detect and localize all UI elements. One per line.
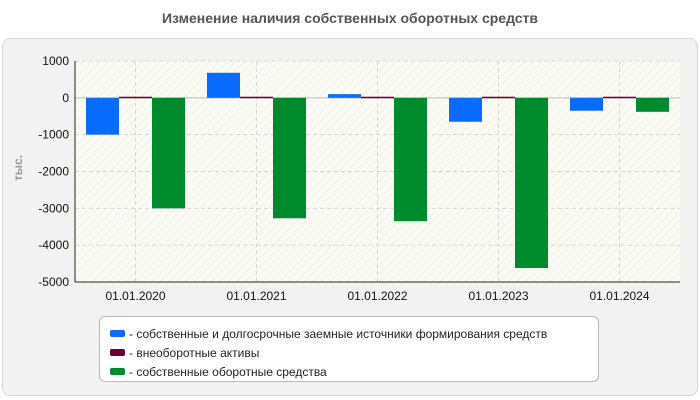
bar-series-2	[240, 96, 273, 99]
bar-series-1	[328, 94, 361, 98]
y-tick-label: -5000	[38, 275, 69, 289]
bar-series-1	[207, 72, 240, 98]
legend-swatch-sources	[110, 330, 125, 337]
bar-series-3	[394, 97, 427, 222]
bar-series-3	[152, 97, 185, 209]
legend-label-sources: - собственные и долгосрочные заемные ист…	[129, 326, 548, 341]
y-tick-label: -1000	[38, 128, 69, 142]
y-axis-label: тыс.	[11, 155, 25, 181]
x-tick-label: 01.01.2022	[347, 289, 407, 303]
bar-series-1	[449, 97, 482, 122]
bar-series-3	[636, 97, 669, 112]
legend-item-working-capital: - собственные оборотные средства	[110, 362, 598, 381]
x-tick-label: 01.01.2020	[105, 289, 165, 303]
legend-label-noncurrent-assets: - внеоборотные активы	[129, 345, 260, 360]
bar-series-1	[570, 97, 603, 111]
legend-item-noncurrent-assets: - внеоборотные активы	[110, 343, 598, 362]
bar-series-2	[603, 96, 636, 99]
y-tick-label: 1000	[42, 54, 69, 68]
legend-swatch-working-capital	[110, 368, 125, 375]
bar-series-3	[515, 97, 548, 269]
legend: - собственные и долгосрочные заемные ист…	[99, 316, 599, 382]
bar-series-2	[119, 96, 152, 99]
y-tick-label: -2000	[38, 165, 69, 179]
y-tick-label: -3000	[38, 201, 69, 215]
bar-series-1	[86, 97, 119, 135]
y-tick-label: -4000	[38, 238, 69, 252]
x-tick-label: 01.01.2024	[589, 289, 649, 303]
bar-series-3	[273, 97, 306, 219]
x-tick-label: 01.01.2021	[226, 289, 286, 303]
legend-label-working-capital: - собственные оборотные средства	[129, 364, 327, 379]
bar-series-2	[361, 96, 394, 99]
y-tick-label: 0	[62, 91, 69, 105]
bar-series-2	[482, 96, 515, 99]
legend-swatch-noncurrent-assets	[110, 349, 125, 356]
legend-item-sources: - собственные и долгосрочные заемные ист…	[110, 324, 598, 343]
x-tick-label: 01.01.2023	[468, 289, 528, 303]
chart-title: Изменение наличия собственных оборотных …	[161, 10, 539, 26]
